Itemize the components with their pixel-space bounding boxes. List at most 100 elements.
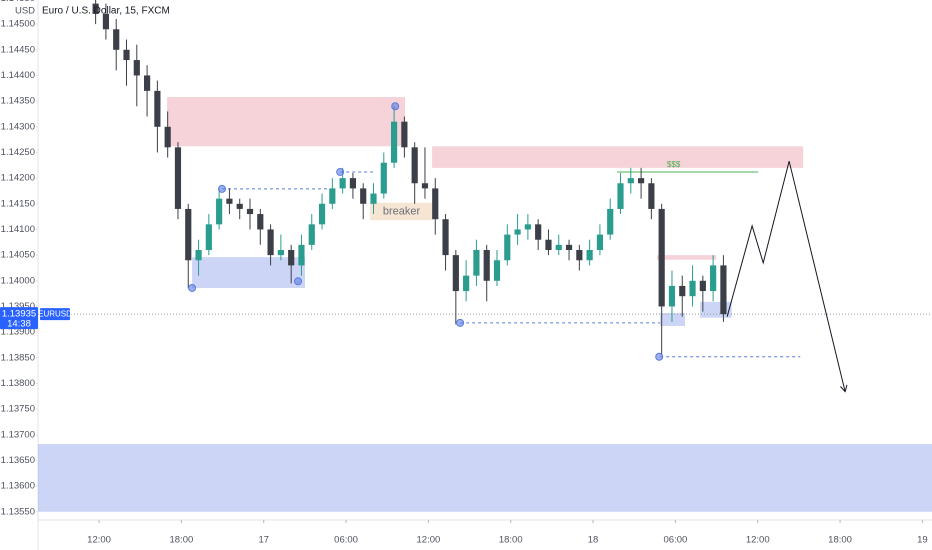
x-tick-label: 12:00 (746, 535, 770, 546)
y-tick-label: 1.14500 (1, 19, 35, 30)
candle-body (236, 203, 243, 209)
candle-body (401, 121, 408, 148)
candle-body (463, 275, 470, 292)
candle-body (267, 229, 274, 256)
zone-label: breaker (383, 205, 421, 217)
candle-body (226, 198, 233, 204)
candle-body (576, 249, 583, 261)
y-tick-label: 1.14200 (1, 173, 35, 184)
zone (657, 255, 717, 260)
candle-body (154, 90, 161, 127)
candle-body (370, 193, 377, 204)
candle-body (710, 265, 717, 292)
y-tick-label: 1.14450 (1, 44, 35, 55)
plot-area: breaker $$$ (38, 0, 932, 512)
x-tick-label: 06:00 (334, 535, 358, 546)
price-label-box (0, 307, 38, 330)
y-tick-label: 1.14000 (1, 275, 35, 286)
x-tick-label: 18:00 (499, 535, 523, 546)
candle-body (246, 208, 254, 215)
candle-body (452, 255, 459, 292)
x-tick-label: 06:00 (664, 535, 688, 546)
y-tick-label: 1.14350 (1, 96, 35, 107)
candle-body (174, 147, 182, 209)
candle-body (596, 234, 604, 250)
pivot-point (188, 283, 197, 292)
pivot-point (336, 167, 345, 176)
x-tick-label: 12:00 (417, 535, 441, 546)
zone (370, 202, 434, 221)
candle-body (216, 198, 223, 225)
candle-body (421, 183, 429, 189)
candle-body (699, 280, 706, 292)
x-tick-label: 19 (917, 535, 928, 546)
candle-body (257, 214, 264, 230)
candle-body (638, 178, 645, 184)
candle-body (123, 49, 130, 61)
candle-body (720, 265, 727, 315)
candle-body (545, 239, 552, 250)
projection-arrowhead (840, 384, 848, 393)
x-tick-label: 18 (588, 535, 599, 546)
countdown-label: 14:38 (7, 319, 31, 330)
y-tick-label: 1.13600 (1, 481, 35, 492)
candle-body (195, 249, 202, 261)
x-tick-label: 12:00 (87, 535, 111, 546)
y-tick-label: 1.14100 (1, 224, 35, 235)
zone (700, 301, 732, 318)
zone (432, 146, 804, 168)
candle-body (164, 126, 171, 148)
candle-body (473, 249, 480, 276)
candle-body (514, 229, 521, 235)
pivot-point (655, 352, 664, 361)
y-tick-label: 1.13550 (1, 506, 35, 517)
price-label: 1.13935 (2, 309, 36, 320)
candle-body (607, 208, 614, 235)
candle-body (679, 285, 686, 297)
candle-body (524, 224, 531, 230)
pivot-point (456, 318, 465, 327)
candle-body (493, 260, 501, 281)
candle-body (504, 234, 511, 261)
x-tick-label: 17 (258, 535, 269, 546)
pivot-point (218, 184, 227, 193)
candle-body (288, 249, 295, 266)
candle-body (349, 178, 357, 189)
candle-body (308, 224, 315, 245)
chart-title: Euro / U.S. Dollar, 15, FXCM (42, 6, 170, 17)
y-tick-label: 1.14550 (1, 0, 35, 4)
level-label: $$$ (667, 160, 681, 169)
symbol-label-box (40, 308, 70, 321)
candle-body (658, 208, 665, 307)
y-tick-label: 1.14050 (1, 250, 35, 261)
zone (167, 97, 406, 147)
candle-body (565, 244, 573, 250)
candle-body (329, 188, 336, 204)
candle-body (360, 188, 367, 204)
candle-body (102, 13, 110, 30)
candle-body (185, 208, 192, 261)
candle-body (689, 280, 696, 297)
y-tick-label: 1.13950 (1, 301, 35, 312)
candle-body (391, 121, 398, 163)
candle-body (648, 183, 655, 209)
candle-body (298, 244, 305, 266)
candle-body (483, 249, 490, 281)
y-tick-label: 1.14300 (1, 121, 35, 132)
zone (660, 313, 686, 326)
y-tick-label: 1.14400 (1, 70, 35, 81)
candle-body (133, 60, 140, 76)
candle-body (113, 29, 120, 50)
candle-body (380, 162, 387, 194)
candle-body (318, 203, 326, 225)
candle-body (535, 224, 542, 240)
candle-body (668, 285, 676, 307)
y-tick-label: 1.13650 (1, 455, 35, 466)
candle-body (617, 183, 624, 209)
candle-body (586, 249, 593, 261)
candle-body (411, 147, 418, 184)
candle-body (432, 188, 439, 220)
candle-body (92, 3, 99, 14)
x-tick-label: 18:00 (170, 535, 194, 546)
